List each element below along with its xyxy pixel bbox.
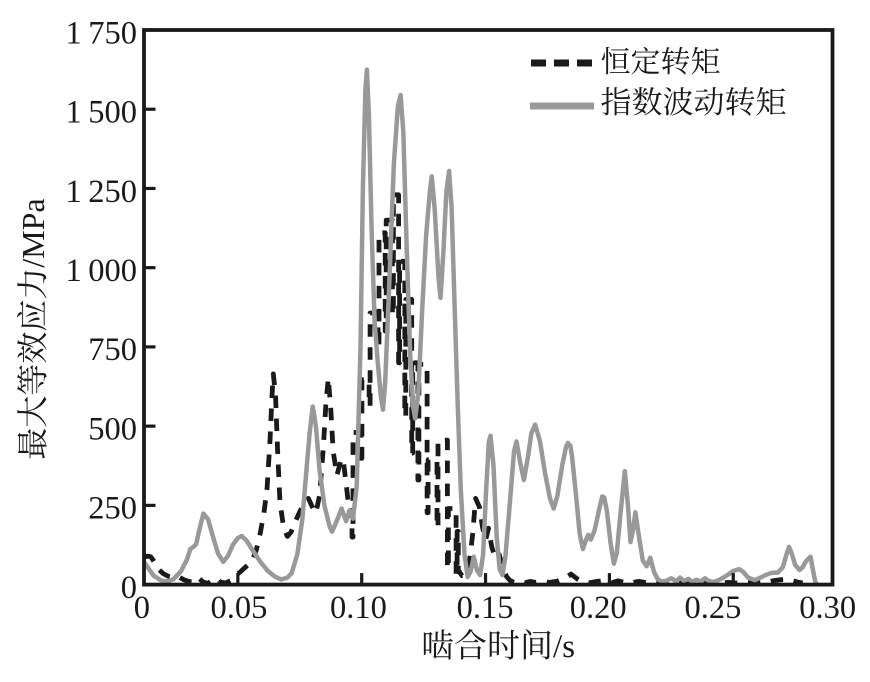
y-tick-label: 750 xyxy=(88,332,137,368)
y-tick-label: 250 xyxy=(88,491,137,527)
y-axis-ticks xyxy=(145,107,156,507)
y-tick-label: 1 750 xyxy=(65,15,137,51)
y-axis-tick-labels: 0 250 500 750 1 000 1 250 1 500 1 750 xyxy=(65,15,137,606)
plot-area: 0 0.05 0.10 0.15 0.20 0.25 0.30 0 250 500 750 1 00… xyxy=(65,15,856,626)
plot-border xyxy=(142,28,835,587)
series-exponential-torque xyxy=(144,67,819,586)
legend xyxy=(530,46,786,116)
x-axis-tick-labels: 0 0.05 0.10 0.15 0.20 0.25 0.30 xyxy=(134,590,856,626)
legend-exponential-torque-label xyxy=(601,86,786,116)
y-tick-label: 500 xyxy=(88,411,137,447)
x-tick-label: 0 xyxy=(134,590,150,626)
y-tick-label: 1 250 xyxy=(65,174,137,210)
y-axis-title xyxy=(16,198,47,459)
legend-constant-torque-label xyxy=(601,46,720,75)
x-axis-title xyxy=(423,629,574,660)
y-tick-label: 1 000 xyxy=(65,253,137,289)
x-tick-label: 0.15 xyxy=(457,590,514,626)
x-tick-label: 0.25 xyxy=(684,590,741,626)
x-axis-ticks xyxy=(236,573,735,583)
y-tick-label: 0 xyxy=(121,570,137,606)
x-tick-label: 0.20 xyxy=(570,590,627,626)
x-tick-label: 0.05 xyxy=(210,590,267,626)
x-tick-label: 0.10 xyxy=(330,590,387,626)
x-tick-label: 0.30 xyxy=(799,590,856,626)
series-constant-torque xyxy=(144,192,804,586)
y-tick-label: 1 500 xyxy=(65,95,137,131)
